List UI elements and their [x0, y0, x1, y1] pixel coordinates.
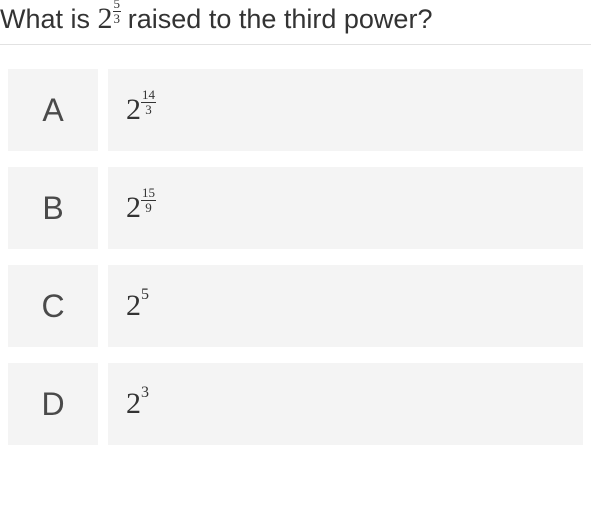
option-body: 23 [108, 363, 583, 445]
option-letter: D [8, 363, 98, 445]
option-letter: A [8, 69, 98, 151]
option-letter: C [8, 265, 98, 347]
option-letter: B [8, 167, 98, 249]
question-base: 2 [98, 2, 113, 35]
question-suffix: raised to the third power? [128, 4, 433, 34]
options-list: A 2143 B 2159 C 25 D 23 [0, 69, 591, 445]
option-exp-den: 9 [144, 201, 153, 215]
question-exp-num: 5 [113, 0, 122, 12]
option-exponent: 3 [141, 384, 149, 401]
question-exponent: 53 [113, 0, 122, 25]
option-body: 25 [108, 265, 583, 347]
option-expression: 2159 [126, 191, 156, 225]
option-exponent: 143 [141, 88, 156, 116]
option-b[interactable]: B 2159 [8, 167, 583, 249]
option-d[interactable]: D 23 [8, 363, 583, 445]
option-expression: 25 [126, 289, 149, 323]
option-exp-num: 14 [141, 88, 156, 103]
option-base: 2 [126, 387, 141, 420]
option-exponent: 159 [141, 186, 156, 214]
option-base: 2 [126, 93, 141, 126]
option-a[interactable]: A 2143 [8, 69, 583, 151]
option-body: 2159 [108, 167, 583, 249]
option-expression: 2143 [126, 93, 156, 127]
question-text: What is 253 raised to the third power? [0, 0, 591, 45]
option-body: 2143 [108, 69, 583, 151]
option-expression: 23 [126, 387, 149, 421]
question-prefix: What is [0, 4, 98, 34]
option-exponent: 5 [141, 286, 149, 303]
question-expression: 253 [98, 4, 128, 34]
option-base: 2 [126, 191, 141, 224]
option-exp-num: 15 [141, 186, 156, 201]
option-c[interactable]: C 25 [8, 265, 583, 347]
option-exp-den: 3 [144, 103, 153, 117]
question-exp-den: 3 [113, 12, 122, 26]
option-base: 2 [126, 289, 141, 322]
